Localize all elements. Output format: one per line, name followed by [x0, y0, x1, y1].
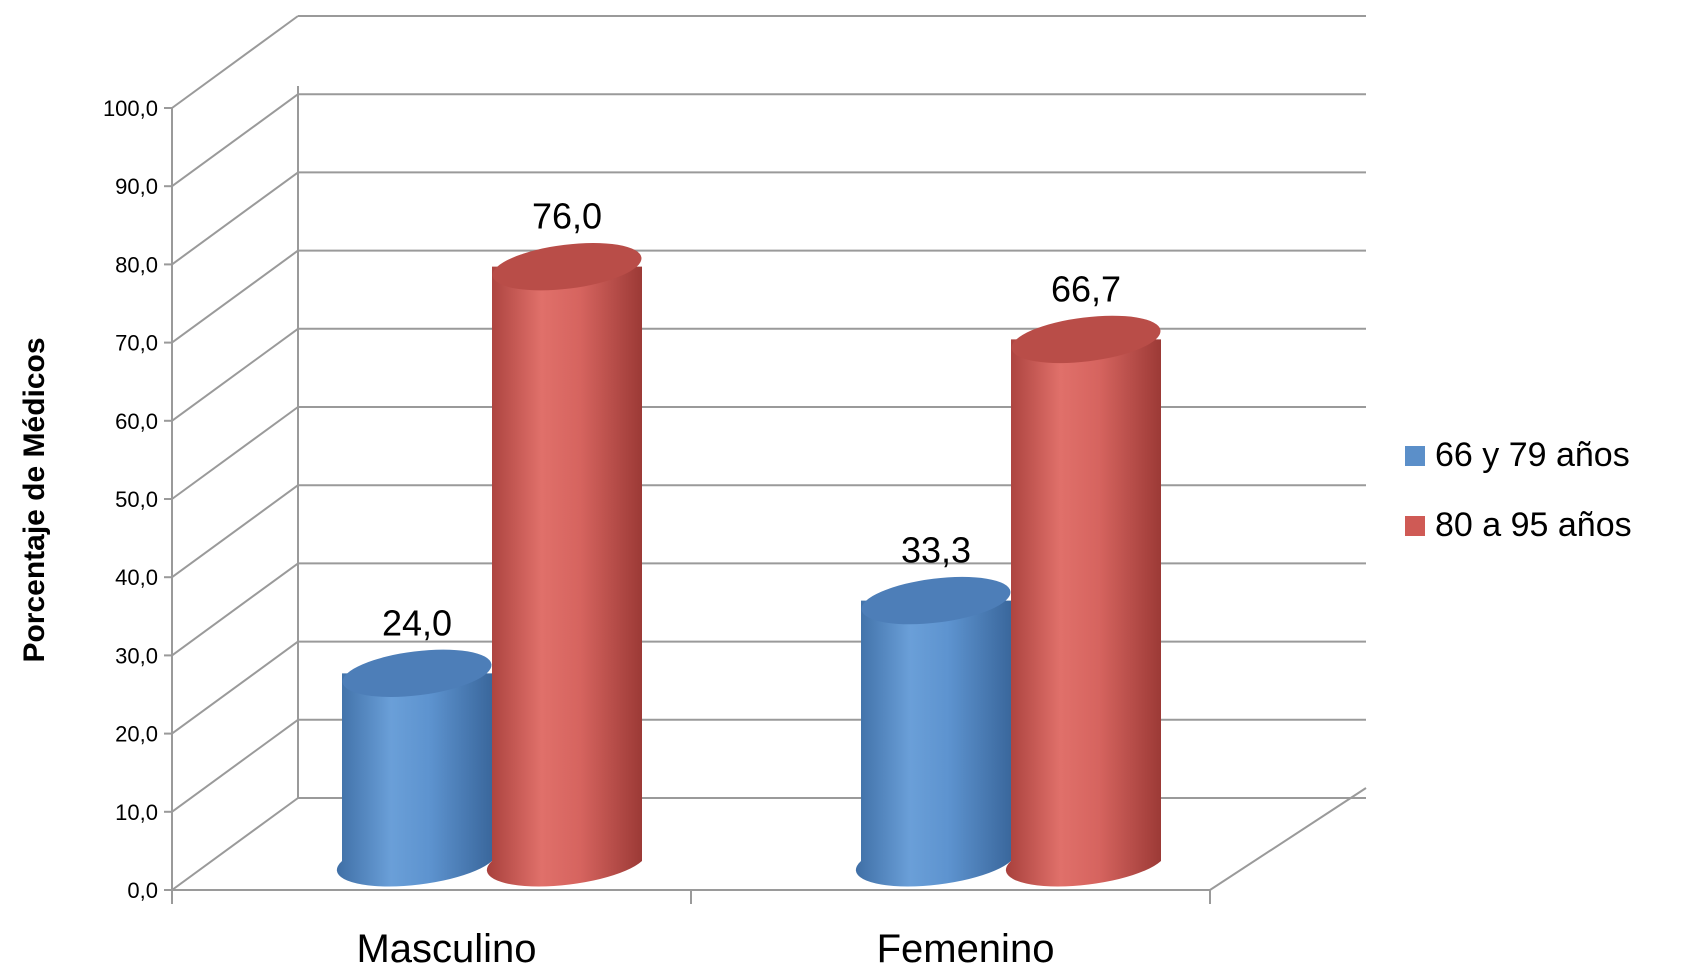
y-axis-title: Porcentaje de Médicos: [18, 337, 51, 662]
x-tick-label: Masculino: [356, 927, 536, 971]
bar-top: [342, 649, 492, 697]
gridline-diagonal: [171, 327, 299, 422]
data-label: 66,7: [1051, 268, 1121, 309]
axes: 0,0 10,0 20,0 30,0 40,0 50,0 60,0 70,0 80,0 90,0 1…: [103, 86, 1367, 971]
bar-red: [1005, 339, 1161, 887]
bar-top: [861, 576, 1011, 625]
data-label: 24,0: [382, 602, 452, 643]
y-tick-label: 80,0: [115, 252, 158, 277]
legend-swatch: [1405, 446, 1425, 466]
y-tick-label: 20,0: [115, 722, 158, 747]
gridline-diagonal: [171, 15, 299, 109]
gridline-diagonal: [171, 484, 299, 579]
gridline-diagonal: [171, 171, 299, 266]
gridline-diagonal: [171, 718, 299, 813]
y-tick-label: 50,0: [115, 487, 158, 512]
gridline-diagonal: [171, 249, 299, 344]
legend-swatch: [1405, 516, 1425, 536]
y-tick-label: 30,0: [115, 643, 158, 668]
gridline-diagonal: [171, 406, 299, 500]
bar-blue: [336, 673, 492, 887]
y-tick-label: 0,0: [127, 878, 158, 903]
labels: 24,0 33,3 76,0 66,7: [382, 196, 1121, 644]
x-tick-label: Femenino: [877, 927, 1055, 971]
gridline-diagonal: [171, 93, 299, 188]
y-tick-label: 100,0: [103, 96, 158, 121]
legend-label: 66 y 79 años: [1435, 436, 1630, 474]
gridline-diagonal: [171, 640, 299, 735]
y-tick-label: 90,0: [115, 174, 158, 199]
y-tick-label: 60,0: [115, 409, 158, 434]
y-tick-label: 40,0: [115, 565, 158, 590]
bar-red: [486, 266, 642, 887]
legend-label: 80 a 95 años: [1435, 506, 1632, 544]
gridlines: [171, 15, 1366, 891]
bars: [336, 243, 1161, 887]
data-label: 33,3: [901, 530, 971, 571]
legend: 66 y 79 años 80 a 95 años: [1405, 436, 1632, 544]
gridline-diagonal: [171, 797, 299, 891]
bar-top: [1011, 315, 1161, 364]
y-tick-label: 10,0: [115, 800, 158, 825]
floor-edge: [1209, 787, 1367, 891]
bar-top: [492, 243, 642, 291]
data-label: 76,0: [532, 196, 602, 237]
gridline-diagonal: [171, 562, 299, 657]
y-tick-label: 70,0: [115, 331, 158, 356]
bar-blue: [855, 600, 1011, 887]
